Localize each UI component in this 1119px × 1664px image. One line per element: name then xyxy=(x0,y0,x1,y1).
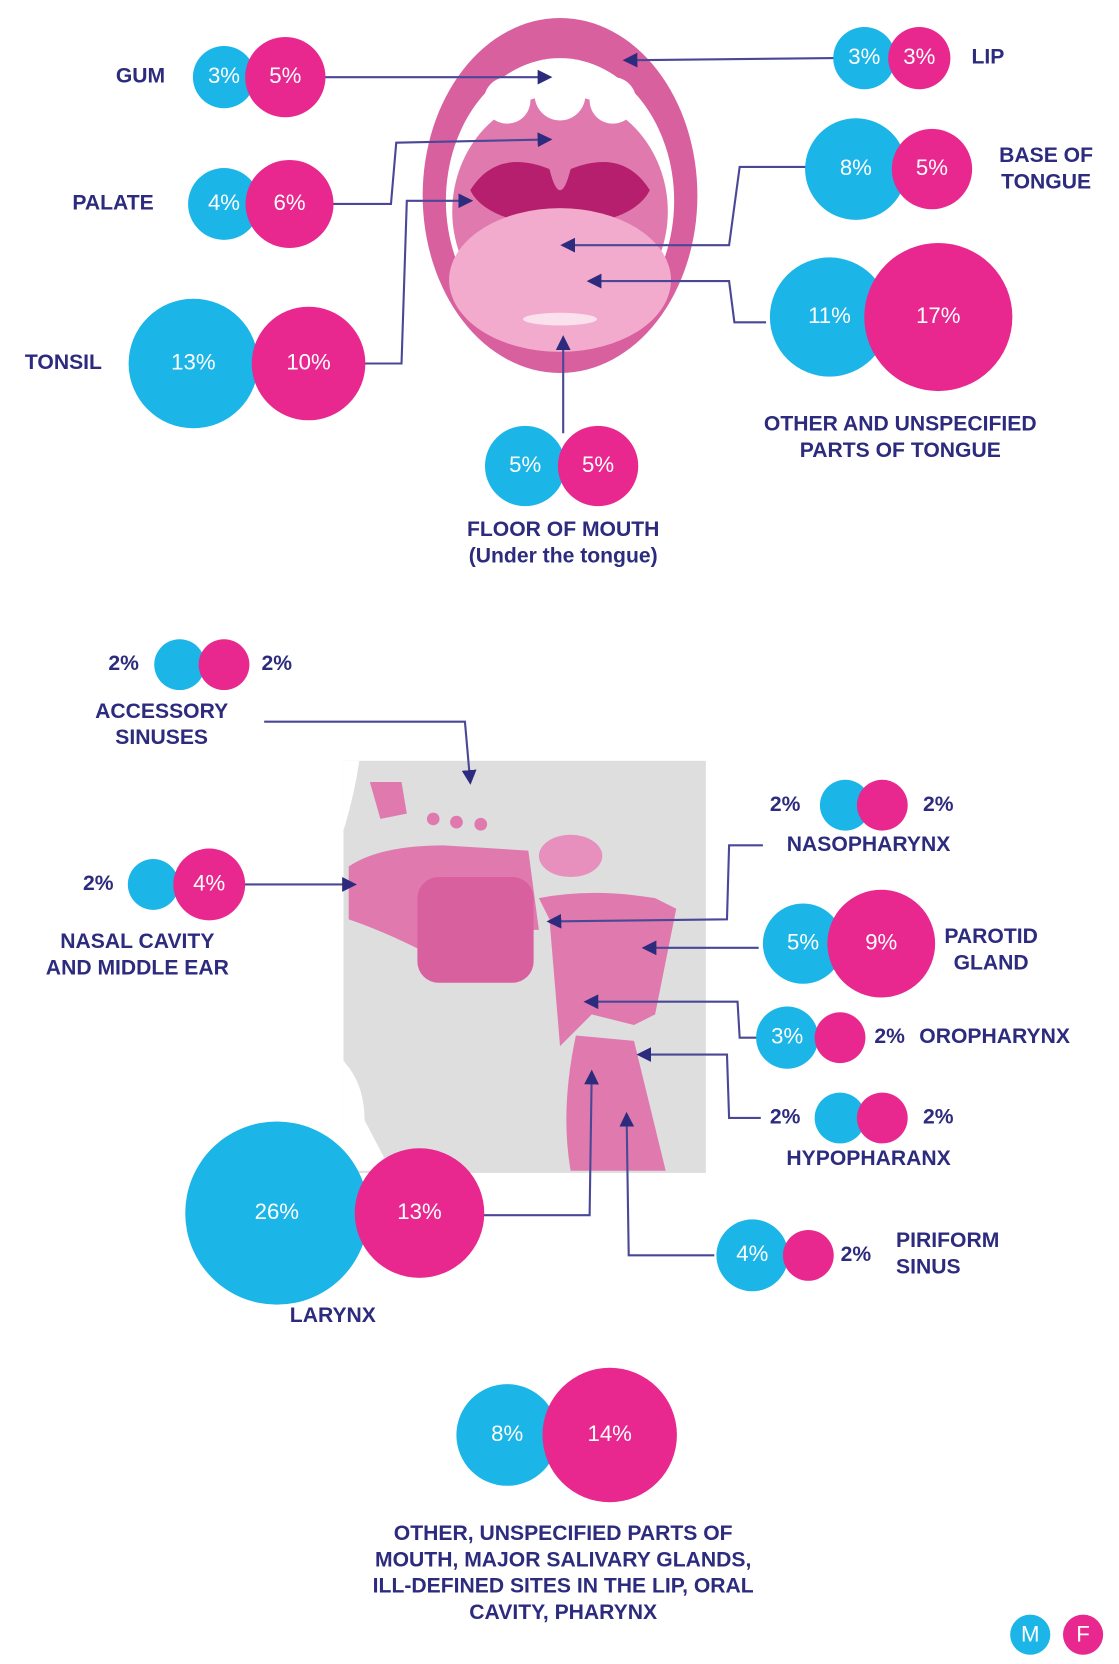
female-percent: 6% xyxy=(273,190,305,215)
site-label: CAVITY, PHARYNX xyxy=(469,1601,657,1624)
female-percent: 10% xyxy=(286,349,330,374)
female-percent: 3% xyxy=(903,44,935,69)
site-label: (Under the tongue) xyxy=(469,544,658,567)
site-label: GLAND xyxy=(954,951,1029,974)
male-percent: 8% xyxy=(491,1421,523,1446)
site-label: PALATE xyxy=(72,192,153,215)
site-label: OROPHARYNX xyxy=(919,1025,1070,1048)
female-percent: 2% xyxy=(841,1243,872,1266)
male-percent: 3% xyxy=(848,44,880,69)
male-percent: 13% xyxy=(171,349,215,374)
male-percent: 5% xyxy=(509,452,541,477)
infographic: 3% 5% GUM 3% 3% LIP 4% 6% PALATE 8% 5% BASE OF TONGU… xyxy=(0,0,1119,1659)
male-percent: 2% xyxy=(770,793,801,816)
site-label: NASOPHARYNX xyxy=(787,833,951,856)
legend-male-label: M xyxy=(1021,1622,1039,1647)
female-percent: 13% xyxy=(397,1199,441,1224)
female-percent: 2% xyxy=(923,793,954,816)
male-percent: 3% xyxy=(771,1024,803,1049)
site-label: BASE OF xyxy=(999,144,1093,167)
site-label: OTHER, UNSPECIFIED PARTS OF xyxy=(394,1522,733,1545)
male-percent: 4% xyxy=(736,1241,768,1266)
site-label: GUM xyxy=(116,65,165,88)
male-percent: 3% xyxy=(208,63,240,88)
site-label: FLOOR OF MOUTH xyxy=(467,518,659,541)
site-label: LIP xyxy=(972,46,1005,69)
site-label: OTHER AND UNSPECIFIED xyxy=(764,412,1037,435)
female-bubble xyxy=(857,780,908,831)
male-percent: 4% xyxy=(208,190,240,215)
legend-female-label: F xyxy=(1076,1622,1090,1647)
female-percent: 5% xyxy=(269,63,301,88)
site-label: TONSIL xyxy=(25,351,102,374)
female-percent: 14% xyxy=(587,1421,631,1446)
site-label: TONGUE xyxy=(1001,170,1091,193)
male-percent: 2% xyxy=(770,1106,801,1129)
female-bubble xyxy=(815,1012,866,1063)
female-percent: 4% xyxy=(193,870,225,895)
male-percent: 2% xyxy=(108,652,139,675)
female-percent: 2% xyxy=(262,652,293,675)
site-label: SINUSES xyxy=(115,726,208,749)
site-label: HYPOPHARANX xyxy=(786,1147,950,1170)
mouth-illustration xyxy=(423,18,698,373)
site-label: AND MIDDLE EAR xyxy=(46,957,229,980)
site-label: ILL-DEFINED SITES IN THE LIP, ORAL xyxy=(373,1575,754,1598)
male-bubble xyxy=(154,639,205,690)
male-percent: 5% xyxy=(787,929,819,954)
site-label: ACCESSORY xyxy=(95,700,228,723)
site-label: PAROTID xyxy=(944,925,1037,948)
female-percent: 5% xyxy=(916,155,948,180)
male-percent: 11% xyxy=(808,303,851,328)
male-bubble xyxy=(128,859,179,910)
site-label: NASAL CAVITY xyxy=(60,930,214,953)
female-percent: 17% xyxy=(916,303,960,328)
female-percent: 5% xyxy=(582,452,614,477)
female-percent: 2% xyxy=(874,1025,905,1048)
head-illustration xyxy=(312,761,706,1173)
female-percent: 9% xyxy=(865,929,897,954)
female-percent: 2% xyxy=(923,1106,954,1129)
female-bubble xyxy=(857,1093,908,1144)
site-label: PARTS OF TONGUE xyxy=(800,439,1001,462)
site-label: PIRIFORM xyxy=(896,1229,999,1252)
site-label: SINUS xyxy=(896,1256,961,1279)
site-label: MOUTH, MAJOR SALIVARY GLANDS, xyxy=(375,1548,751,1571)
page: {"sites": [ {"label": ["GUM"], "male": 3… xyxy=(0,0,1119,1659)
female-bubble xyxy=(199,639,250,690)
connector xyxy=(626,58,835,60)
male-percent: 8% xyxy=(840,155,872,180)
male-percent: 26% xyxy=(255,1199,299,1224)
male-percent: 2% xyxy=(83,872,114,895)
site-label: LARYNX xyxy=(290,1304,376,1327)
female-bubble xyxy=(783,1230,834,1281)
